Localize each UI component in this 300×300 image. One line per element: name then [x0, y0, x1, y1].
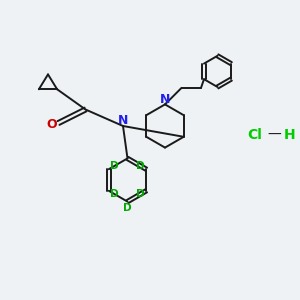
Text: D: D: [123, 203, 132, 213]
Text: N: N: [118, 114, 128, 127]
Text: Cl: Cl: [248, 128, 262, 142]
Text: O: O: [46, 118, 57, 131]
Text: D: D: [110, 189, 119, 200]
Text: D: D: [136, 189, 145, 200]
Text: H: H: [284, 128, 295, 142]
Text: D: D: [136, 160, 145, 171]
Text: D: D: [110, 160, 119, 171]
Text: N: N: [160, 92, 170, 106]
Text: —: —: [268, 128, 281, 142]
